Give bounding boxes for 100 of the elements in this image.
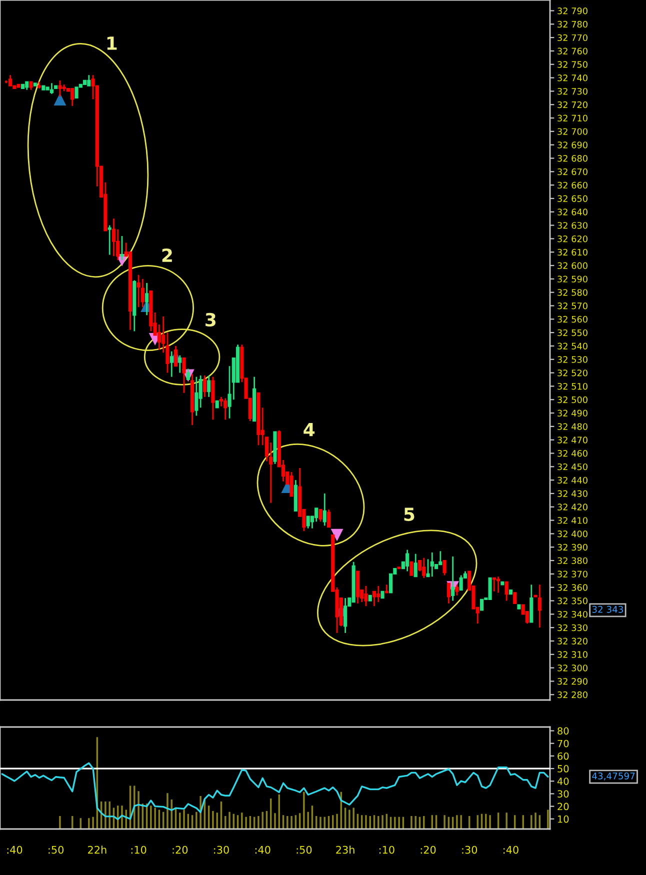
candlestick [344, 597, 348, 634]
candlestick [87, 74, 91, 87]
y-tick-label: 32 330 [558, 624, 588, 632]
x-tick-label: :40 [504, 846, 518, 854]
y-tick-label: 32 740 [558, 74, 588, 82]
candlestick [50, 82, 54, 95]
y-tick-label: 32 470 [558, 436, 588, 444]
y-tick-label: 32 410 [558, 517, 588, 524]
x-tick-label: :50 [48, 846, 64, 854]
y-tick-label: 32 300 [558, 664, 588, 672]
y-tick-label: 32 350 [558, 598, 588, 604]
y-tick-label: 32 710 [558, 114, 588, 122]
y-tick-label: 32 720 [558, 101, 588, 108]
y-tick-label: 32 280 [558, 691, 588, 698]
y-tick-label: 32 730 [558, 88, 588, 95]
candlestick [108, 224, 112, 256]
y-tick-label: 32 780 [558, 20, 588, 28]
y-tick-label: 32 560 [558, 316, 588, 323]
candlestick [178, 354, 182, 374]
candlestick [406, 549, 410, 572]
y-tick-label: 32 430 [558, 490, 588, 497]
y-tick-label: 32 750 [558, 61, 588, 68]
y-tick-label: 32 290 [558, 678, 588, 685]
y-tick-label: 32 440 [558, 476, 588, 484]
candlestick [459, 574, 463, 591]
candlestick [492, 577, 496, 592]
y-tick-label: 32 650 [558, 195, 588, 202]
y-tick-label: 32 620 [558, 235, 588, 242]
candlestick [145, 282, 149, 316]
text: 32 343 [592, 606, 624, 613]
y-tick-label: 32 400 [558, 530, 588, 538]
annotation: 2 [162, 248, 172, 262]
candlestick [455, 584, 459, 596]
candlestick [74, 86, 78, 98]
y-tick-label: 32 550 [558, 329, 588, 336]
candlestick [8, 74, 12, 87]
y-tick-label: 32 450 [558, 463, 588, 470]
y-tick-label: 32 570 [558, 302, 588, 310]
y-tick-label: 32 320 [558, 638, 588, 644]
y-tick-label: 32 420 [558, 504, 588, 510]
candlestick [322, 492, 326, 526]
x-tick-label: :10 [131, 846, 146, 854]
candlestick [364, 585, 368, 607]
candlestick [207, 374, 211, 398]
candlestick [120, 235, 124, 261]
x-tick-label: :20 [420, 846, 436, 854]
x-tick-label: 23h [336, 846, 354, 854]
y-tick-label: 32 760 [558, 48, 588, 54]
line-series [1, 762, 549, 820]
candlestick [186, 368, 190, 380]
x-tick-label: :40 [255, 846, 270, 854]
x-tick-label: :40 [7, 846, 22, 854]
y-tick-label: 32 520 [558, 370, 588, 376]
y-tick-label: 32 370 [558, 570, 588, 578]
candlestick [136, 274, 140, 308]
y-tick-label: 32 670 [558, 168, 588, 176]
y-tick-label: 32 310 [558, 651, 588, 658]
candlestick [488, 577, 492, 600]
y-tick-label: 20 [558, 802, 569, 810]
y-tick-label: 32 540 [558, 342, 588, 350]
y-tick-label: 32 680 [558, 155, 588, 162]
y-tick-label: 32 380 [558, 557, 588, 564]
candlestick [376, 585, 380, 603]
x-tick-label: :30 [462, 846, 478, 854]
y-tick-label: 70 [558, 740, 569, 748]
y-tick-label: 32 510 [558, 382, 588, 390]
candlestick [202, 374, 206, 398]
candlestick [140, 278, 144, 308]
y-tick-label: 32 360 [558, 584, 588, 591]
y-tick-label: 32 480 [558, 423, 588, 430]
candlestick [422, 557, 426, 579]
y-tick-label: 32 640 [558, 208, 588, 216]
point [54, 93, 66, 106]
candlestick [198, 374, 202, 408]
x-tick-label: :30 [214, 846, 229, 854]
y-tick-label: 32 630 [558, 222, 588, 229]
annotation: 3 [206, 312, 216, 327]
y-tick-label: 32 500 [558, 396, 588, 404]
candlestick [538, 584, 542, 628]
y-tick-label: 40 [557, 778, 569, 785]
y-tick-label: 32 600 [558, 262, 588, 270]
candlestick [58, 80, 62, 98]
y-tick-label: 32 770 [558, 34, 588, 42]
y-tick-label: 32 460 [558, 450, 588, 457]
candlestick [112, 218, 116, 257]
candlestick [451, 556, 455, 602]
annotation: 1 [107, 36, 117, 50]
candlestick [446, 582, 450, 604]
y-tick-label: 32 610 [558, 248, 588, 256]
y-tick-label: 32 530 [558, 356, 588, 363]
candlestick [318, 508, 322, 522]
candlestick [410, 561, 414, 576]
y-tick-label: 32 340 [558, 610, 588, 618]
y-tick-label: 32 700 [558, 128, 588, 135]
y-tick-label: 60 [558, 752, 569, 760]
x-tick-label: 22h [88, 846, 106, 854]
candlestick [513, 592, 517, 604]
candlestick [480, 598, 484, 611]
candlestick [290, 471, 294, 497]
y-tick-label: 80 [558, 727, 569, 735]
